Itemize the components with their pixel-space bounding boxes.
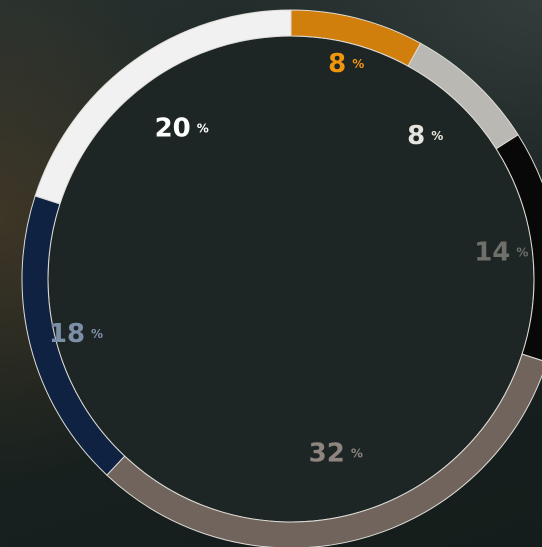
- slice-value-label-3: 14%: [474, 237, 528, 267]
- slice-value-label-5: 18%: [49, 319, 103, 349]
- donut-slice-6: [34, 9, 292, 205]
- slice-value-label-1: 8%: [328, 49, 364, 79]
- donut-labels: 8 % 8 % 14 % 32 % 18 % 20%: [49, 49, 529, 468]
- slice-value-label-4: 32%: [309, 438, 363, 468]
- slice-value-label-2: 8%: [407, 121, 443, 151]
- donut-slices: [21, 9, 542, 547]
- donut-inner-disc: [47, 35, 535, 523]
- slice-value-label-6: 20%: [155, 114, 209, 144]
